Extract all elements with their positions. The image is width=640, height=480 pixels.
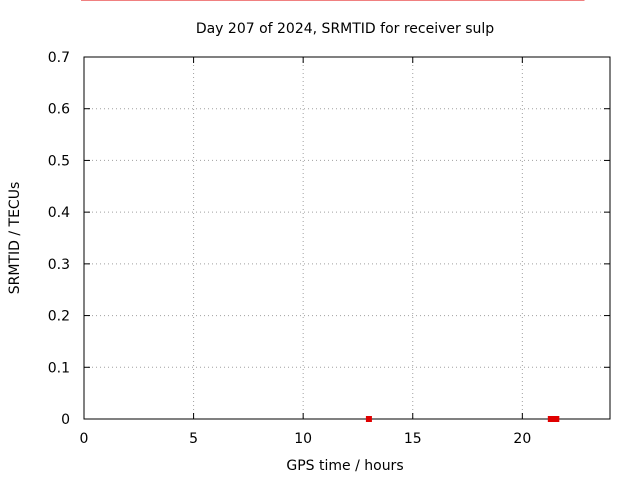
y-tick-label: 0.3 — [48, 257, 70, 273]
grid-lines — [84, 57, 610, 419]
x-tick-label: 0 — [80, 431, 89, 447]
y-tick-label: 0.4 — [48, 205, 70, 221]
y-tick-label: 0.5 — [48, 153, 70, 169]
zero-marker — [365, 416, 372, 422]
y-tick-label: 0 — [61, 412, 70, 428]
x-tick-label: 15 — [404, 431, 422, 447]
x-axis-label: GPS time / hours — [286, 458, 403, 474]
zero-marker — [547, 416, 554, 422]
y-axis-label: SRMTID / TECUs — [7, 182, 23, 295]
zero-markers — [365, 416, 560, 422]
x-tick-labels: 0 5 10 15 20 — [80, 431, 532, 447]
y-tick-labels: 0 0.1 0.2 0.3 0.4 0.5 0.6 0.7 — [48, 50, 70, 428]
y-tick-label: 0.2 — [48, 309, 70, 325]
y-tick-label: 0.7 — [48, 50, 70, 66]
zero-marker — [553, 416, 560, 422]
x-tick-label: 10 — [294, 431, 312, 447]
x-tick-label: 20 — [513, 431, 531, 447]
x-tick-label: 5 — [189, 431, 198, 447]
y-tick-label: 0.1 — [48, 360, 70, 376]
plot-frame — [83, 56, 611, 420]
y-tick-label: 0.6 — [48, 102, 70, 118]
chart-title: Day 207 of 2024, SRMTID for receiver sul… — [196, 21, 494, 37]
